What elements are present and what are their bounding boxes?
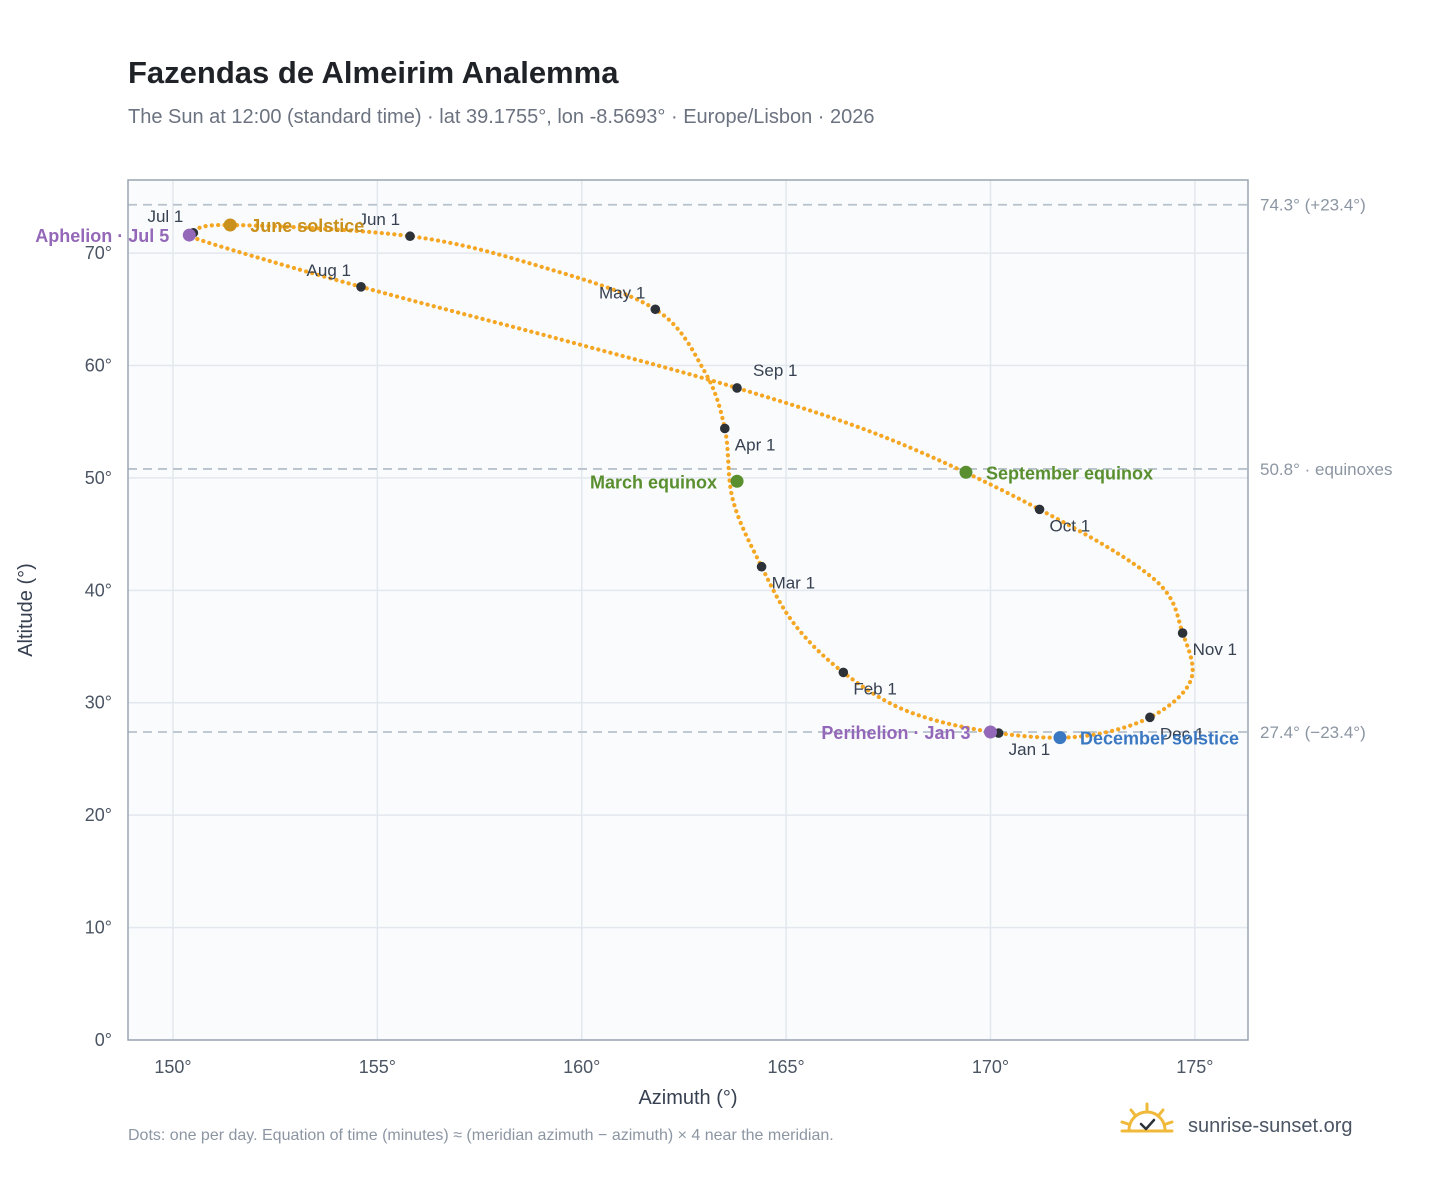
month-marker-dot <box>756 561 767 572</box>
month-marker-label: May 1 <box>599 283 645 302</box>
x-tick-label: 175° <box>1176 1057 1213 1077</box>
reference-line-label: 74.3° (+23.4°) <box>1260 196 1366 215</box>
event-marker-label: June solstice <box>250 216 364 236</box>
y-tick-label: 40° <box>85 580 112 600</box>
reference-line-label: 50.8° · equinoxes <box>1260 460 1393 479</box>
y-axis-label: Altitude (°) <box>15 563 37 657</box>
month-marker-label: Sep 1 <box>753 361 797 380</box>
month-marker-dot <box>356 281 366 292</box>
event-marker-dot <box>959 465 973 479</box>
y-tick-label: 50° <box>85 468 112 488</box>
event-marker-label: March equinox <box>590 472 717 492</box>
month-marker-label: Aug 1 <box>307 261 351 280</box>
month-marker-label: Jan 1 <box>1009 740 1051 759</box>
month-marker-label: Jul 1 <box>147 207 183 226</box>
reference-line-label: 27.4° (−23.4°) <box>1260 723 1366 742</box>
x-tick-label: 165° <box>767 1057 804 1077</box>
month-marker-dot <box>650 304 661 315</box>
month-marker-dot <box>719 423 730 434</box>
month-marker-dot <box>838 667 849 678</box>
x-axis-label: Azimuth (°) <box>638 1087 737 1109</box>
month-marker-dot <box>405 231 415 242</box>
month-marker-dot <box>1145 712 1155 723</box>
x-tick-label: 170° <box>972 1057 1009 1077</box>
month-marker-label: Feb 1 <box>853 679 896 698</box>
event-marker-dot <box>1053 731 1067 745</box>
grid <box>128 180 1248 1041</box>
month-marker-dot <box>1177 628 1188 638</box>
y-tick-label: 70° <box>85 243 112 263</box>
event-marker-label: Aphelion · Jul 5 <box>35 226 169 246</box>
event-marker-label: Perihelion · Jan 3 <box>821 723 970 743</box>
event-marker-dot <box>983 725 997 739</box>
y-tick-label: 10° <box>85 918 112 938</box>
x-axis-ticks: 150° 155° 160° 165° 170° 175° <box>154 1057 1213 1077</box>
month-marker-label: Jun 1 <box>358 210 400 229</box>
chart-title: Fazendas de Almeirim Analemma <box>128 55 619 90</box>
y-tick-label: 0° <box>95 1030 112 1050</box>
event-marker-dot <box>730 474 744 488</box>
chart-subtitle: The Sun at 12:00 (standard time) · lat 3… <box>128 106 874 128</box>
brand-logo <box>1120 1102 1174 1133</box>
y-tick-label: 20° <box>85 805 112 825</box>
x-tick-label: 150° <box>154 1057 191 1077</box>
plot-frame <box>127 179 1249 1041</box>
event-marker-dot <box>182 228 196 242</box>
footnote: Dots: one per day. Equation of time (min… <box>128 1127 834 1144</box>
y-tick-label: 60° <box>85 355 112 375</box>
brand-name: sunrise-sunset.org <box>1188 1115 1353 1137</box>
y-axis-ticks: 0° 10° 20° 30° 40° 50° 60° 70° <box>85 243 112 1050</box>
month-marker-label: Oct 1 <box>1050 516 1091 535</box>
month-marker-label: Nov 1 <box>1193 640 1237 659</box>
month-marker-dot <box>1034 504 1045 515</box>
event-markers: June solstice Aphelion · Jul 5 March equin… <box>35 216 1239 749</box>
plot-area <box>128 180 1248 1040</box>
event-marker-dot <box>223 218 237 232</box>
x-tick-label: 160° <box>563 1057 600 1077</box>
month-marker-label: Mar 1 <box>772 574 815 593</box>
event-marker-label: September equinox <box>986 463 1153 483</box>
event-marker-label: December solstice <box>1080 729 1239 749</box>
month-marker-dot <box>732 383 742 393</box>
sun-icon <box>1120 1102 1174 1133</box>
month-markers: Jan 1 Feb 1 Mar 1 Apr 1 May 1 Jun 1 Jul 1 Aug 1… <box>147 207 1237 759</box>
month-marker-label: Apr 1 <box>735 435 776 454</box>
check-icon <box>1139 1118 1156 1131</box>
x-tick-label: 155° <box>359 1057 396 1077</box>
month-marker-label: Dec 1 <box>1160 724 1204 743</box>
y-tick-label: 30° <box>85 693 112 713</box>
